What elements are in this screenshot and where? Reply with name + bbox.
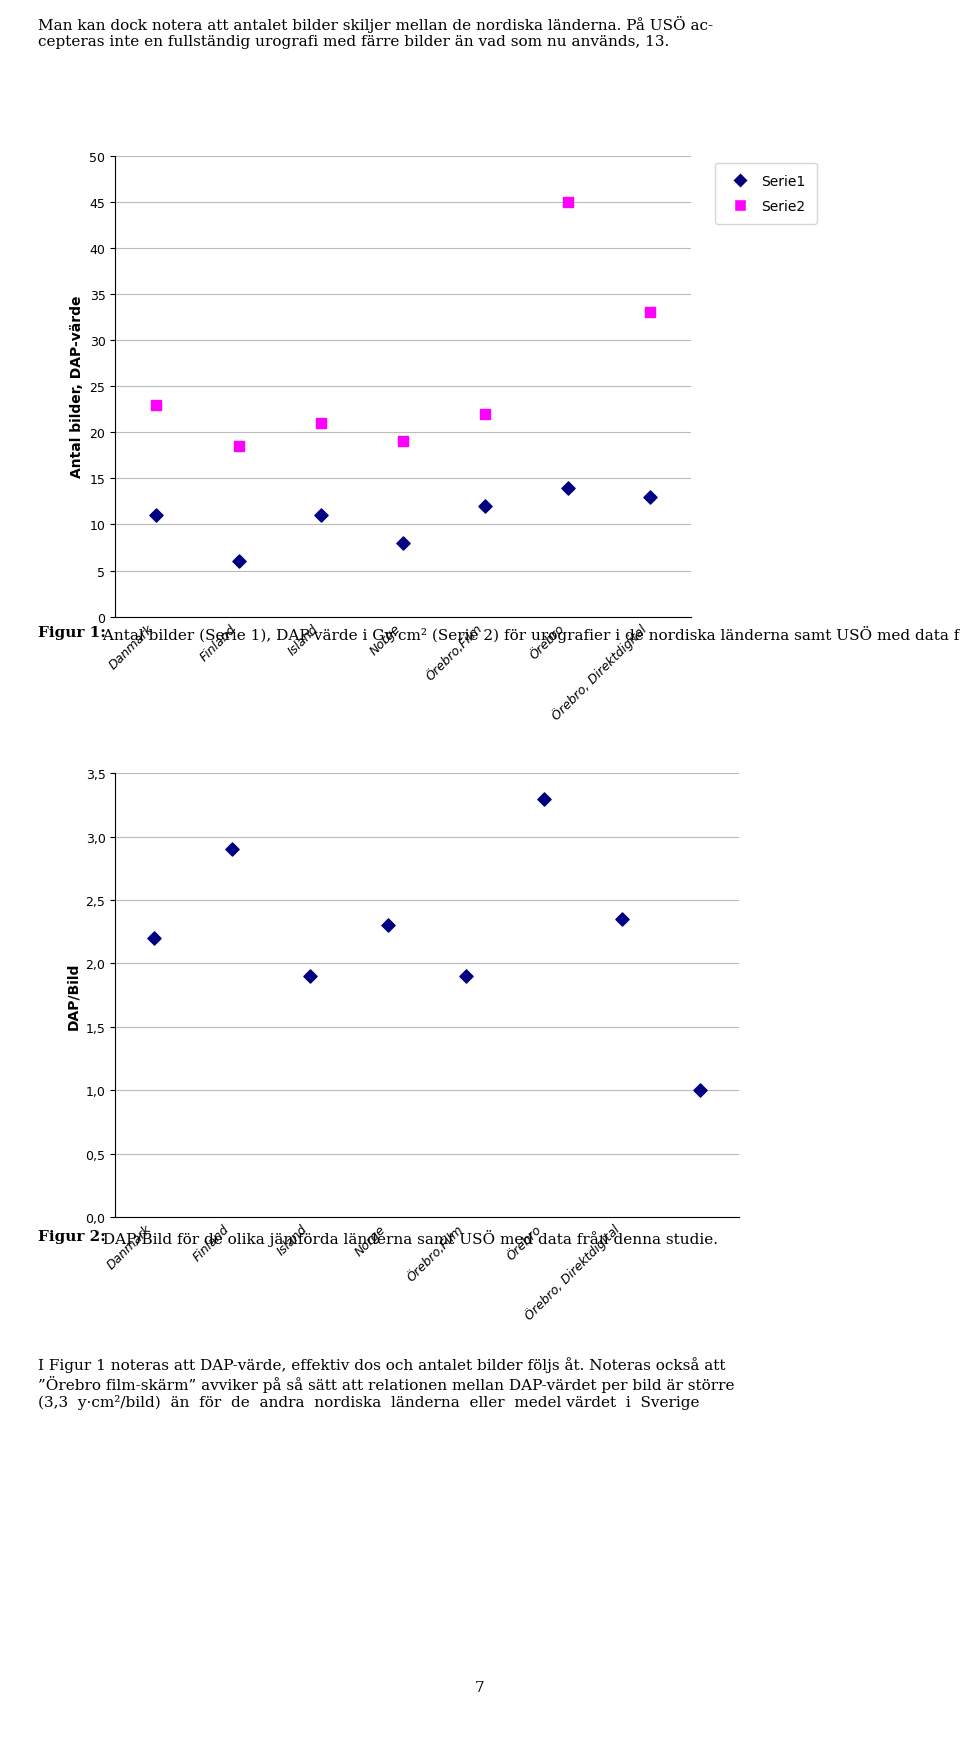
Point [147,925,162,953]
Point [642,299,658,327]
Point [149,503,164,530]
Point [560,188,575,216]
Text: 7: 7 [475,1680,485,1694]
Text: Figur 1:: Figur 1: [38,626,107,640]
Text: DAP/Bild för de olika jämförda länderna samt USÖ med data från denna studie.: DAP/Bild för de olika jämförda länderna … [99,1229,718,1247]
Point [380,911,396,939]
Y-axis label: DAP/Bild: DAP/Bild [66,962,80,1029]
Text: I Figur 1 noteras att DAP-värde, effektiv dos och antalet bilder följs åt. Noter: I Figur 1 noteras att DAP-värde, effekti… [38,1356,735,1410]
Point [478,400,493,428]
Legend: Serie1, Serie2: Serie1, Serie2 [715,163,817,224]
Point [231,548,247,576]
Point [692,1076,708,1104]
Text: Antal bilder (Serie 1), DAP-värde i Gy·cm² (Serie 2) för urografier i de nordisk: Antal bilder (Serie 1), DAP-värde i Gy·c… [99,626,960,643]
Point [614,906,630,934]
Point [313,503,328,530]
Text: Man kan dock notera att antalet bilder skiljer mellan de nordiska länderna. På U: Man kan dock notera att antalet bilder s… [38,16,713,49]
Point [225,836,240,864]
Point [396,428,411,456]
Point [537,786,552,814]
Point [642,483,658,511]
Text: Figur 2:: Figur 2: [38,1229,107,1243]
Point [313,410,328,438]
Point [231,433,247,461]
Point [149,391,164,419]
Point [478,492,493,520]
Point [302,963,318,991]
Point [560,475,575,503]
Point [459,963,474,991]
Point [396,530,411,558]
Y-axis label: Antal bilder, DAP-värde: Antal bilder, DAP-värde [70,296,84,478]
